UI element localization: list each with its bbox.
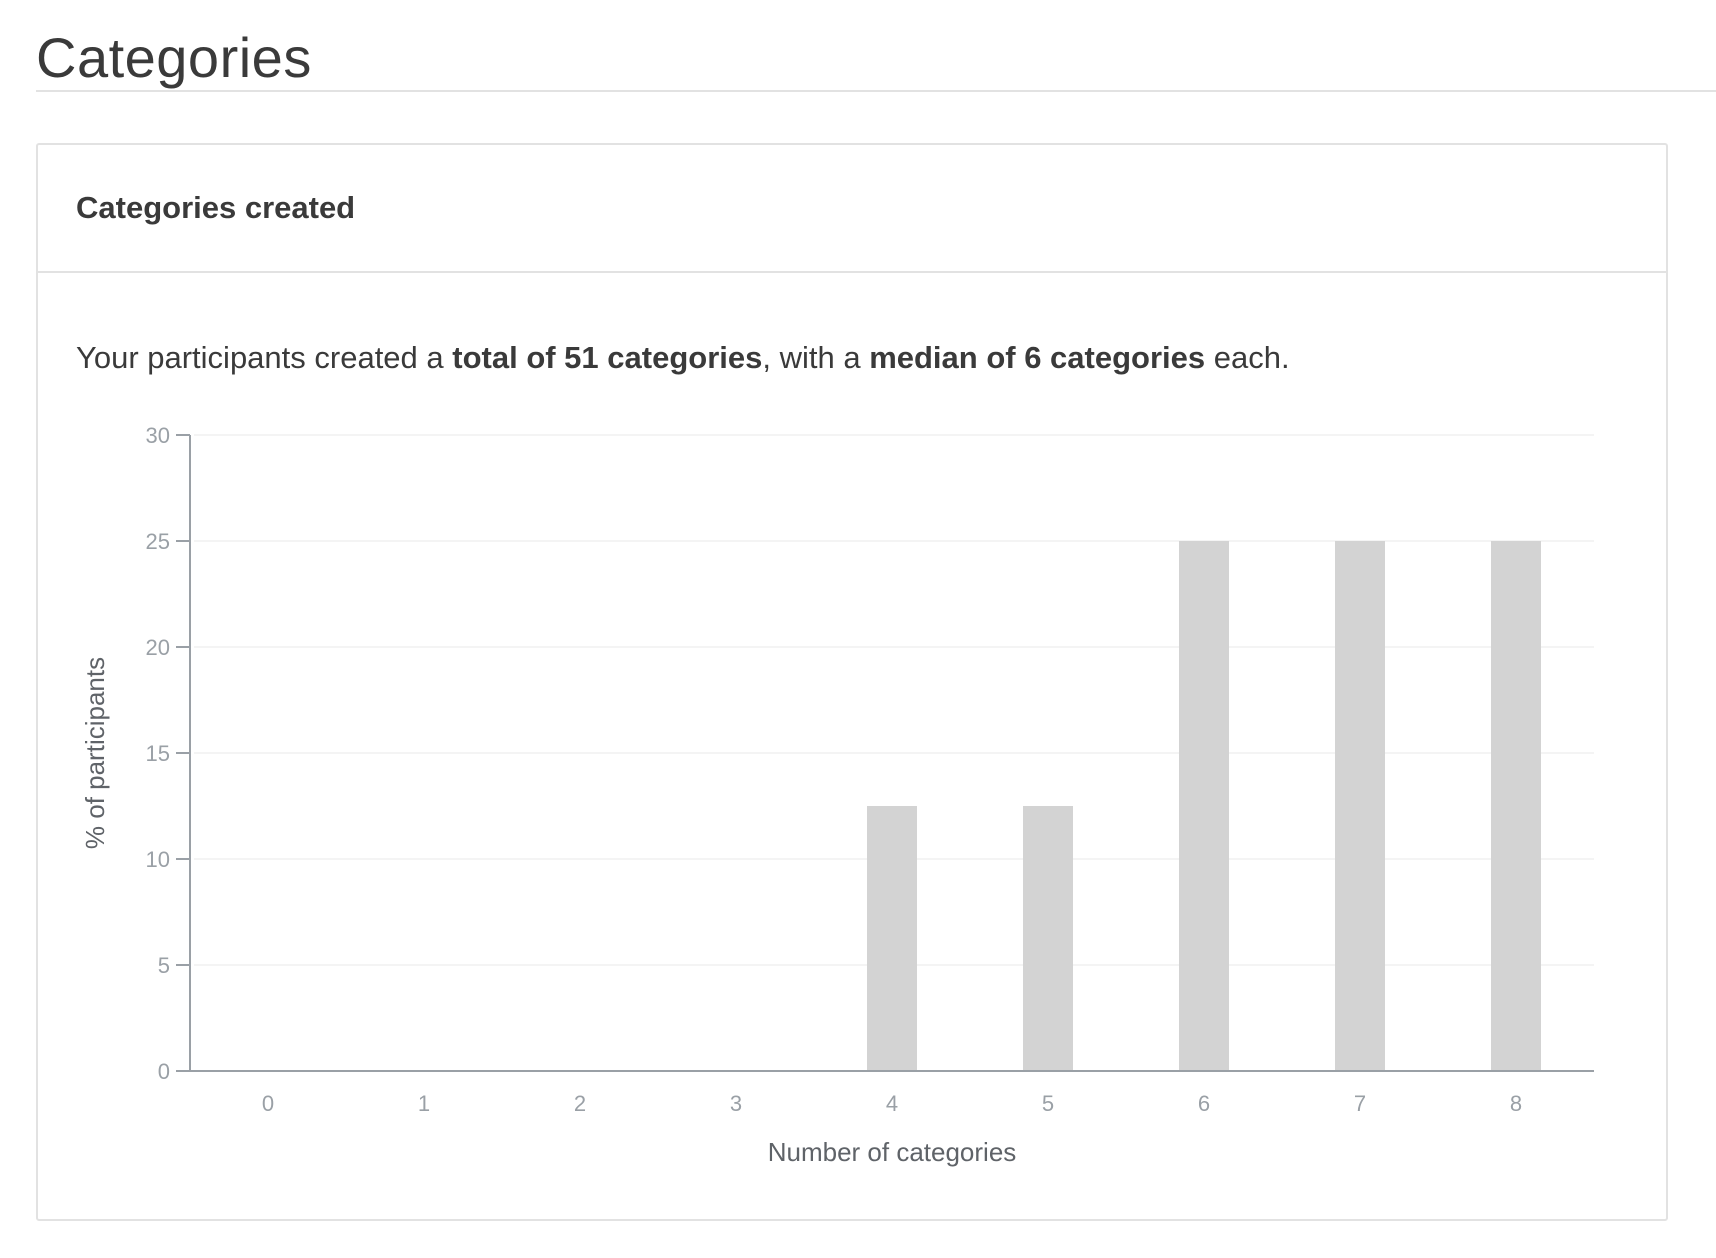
summary-middle: , with a	[762, 340, 870, 375]
x-tick-label: 0	[262, 1091, 274, 1116]
x-axis-title: Number of categories	[768, 1137, 1017, 1167]
categories-created-card: Categories created Your participants cre…	[36, 143, 1668, 1221]
y-tick-label: 20	[146, 635, 170, 660]
card-header: Categories created	[38, 145, 1666, 273]
y-tick-label: 10	[146, 847, 170, 872]
bar-8	[1491, 541, 1541, 1071]
x-tick-label: 4	[886, 1091, 898, 1116]
y-tick-label: 0	[158, 1059, 170, 1084]
card-title: Categories created	[76, 190, 356, 225]
summary-median: median of 6 categories	[869, 340, 1206, 375]
page-title: Categories	[36, 26, 312, 89]
summary-total: total of 51 categories	[452, 340, 763, 375]
summary-text: Your participants created a total of 51 …	[76, 339, 1290, 377]
x-tick-label: 1	[418, 1091, 430, 1116]
x-tick-label: 5	[1042, 1091, 1054, 1116]
x-tick-label: 6	[1198, 1091, 1210, 1116]
x-tick-label: 7	[1354, 1091, 1366, 1116]
x-tick-label: 3	[730, 1091, 742, 1116]
x-tick-label: 8	[1510, 1091, 1522, 1116]
y-tick-label: 5	[158, 953, 170, 978]
y-tick-label: 15	[146, 741, 170, 766]
y-tick-label: 25	[146, 529, 170, 554]
y-tick-label: 30	[146, 423, 170, 448]
summary-prefix: Your participants created a	[76, 340, 453, 375]
bar-7	[1335, 541, 1385, 1071]
bars	[867, 541, 1541, 1071]
x-tick-label: 2	[574, 1091, 586, 1116]
bar-6	[1179, 541, 1229, 1071]
title-divider	[36, 90, 1716, 92]
summary-suffix: each.	[1205, 340, 1290, 375]
y-axis-title: % of participants	[80, 657, 110, 849]
axes: 0 5 10 15 20 25 30 0 1 2 3 4 5 6 7 8	[146, 423, 1594, 1116]
bar-5	[1023, 806, 1073, 1071]
bar-4	[867, 806, 917, 1071]
